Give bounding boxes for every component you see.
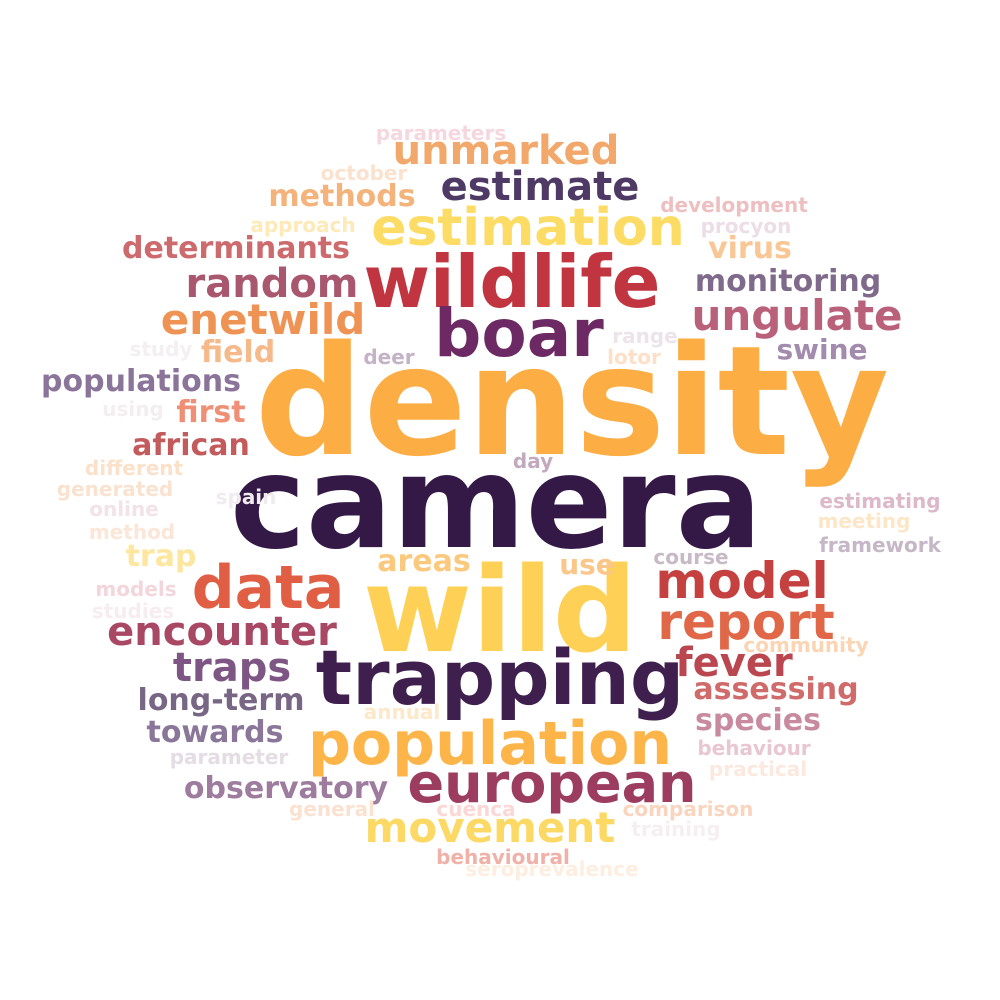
- word-ungulate: ungulate: [691, 291, 903, 340]
- word-lotor: lotor: [607, 345, 661, 369]
- word-enetwild: enetwild: [160, 295, 366, 344]
- word-field: field: [200, 335, 276, 370]
- word-seroprevalence: seroprevalence: [465, 857, 639, 881]
- word-species: species: [695, 703, 821, 738]
- word-encounter: encounter: [107, 609, 337, 655]
- word-first: first: [176, 395, 246, 430]
- word-behavioural: behavioural: [436, 845, 570, 869]
- word-spain: spain: [215, 485, 277, 509]
- word-models: models: [95, 577, 177, 601]
- word-determinants: determinants: [121, 231, 351, 266]
- word-framework: framework: [819, 533, 941, 557]
- word-general: general: [289, 797, 375, 821]
- word-trapping: trapping: [315, 633, 685, 722]
- word-study: study: [129, 337, 193, 361]
- word-unmarked: unmarked: [392, 128, 620, 174]
- word-trap: trap: [125, 539, 197, 574]
- word-comparison: comparison: [622, 797, 754, 821]
- word-training: training: [631, 817, 721, 841]
- word-boar: boar: [434, 295, 604, 372]
- word-using: using: [102, 397, 164, 421]
- word-african: african: [132, 428, 250, 463]
- word-meeting: meeting: [817, 509, 911, 533]
- word-parameters: parameters: [375, 121, 507, 145]
- word-random: random: [185, 261, 359, 307]
- word-traps: traps: [172, 645, 292, 691]
- word-report: report: [657, 593, 835, 651]
- word-online: online: [89, 497, 159, 521]
- word-generated: generated: [56, 477, 174, 501]
- word-october: october: [320, 161, 408, 185]
- word-course: course: [653, 545, 729, 569]
- word-use: use: [559, 548, 615, 581]
- word-approach: approach: [250, 213, 356, 237]
- word-assessing: assessing: [693, 672, 859, 707]
- word-deer: deer: [363, 345, 415, 369]
- word-wild: wild: [362, 541, 638, 679]
- word-cuenca: cuenca: [436, 797, 516, 821]
- word-practical: practical: [708, 757, 808, 781]
- word-estimate: estimate: [440, 164, 640, 210]
- word-monitoring: monitoring: [694, 264, 882, 299]
- word-different: different: [84, 456, 184, 480]
- word-data: data: [191, 553, 345, 623]
- word-parameter: parameter: [169, 745, 289, 769]
- word-annual: annual: [363, 700, 441, 724]
- word-range: range: [612, 324, 678, 348]
- word-density: density: [254, 313, 890, 490]
- word-camera: camera: [230, 429, 762, 578]
- word-development: development: [660, 193, 808, 217]
- word-day: day: [512, 449, 554, 473]
- word-studies: studies: [91, 599, 175, 623]
- word-method: method: [88, 520, 176, 544]
- word-populations: populations: [41, 364, 241, 399]
- word-model: model: [655, 552, 829, 610]
- word-european: european: [407, 752, 697, 815]
- word-estimating: estimating: [819, 489, 941, 513]
- word-population: population: [307, 709, 673, 779]
- word-behaviour: behaviour: [697, 736, 811, 760]
- word-wildlife: wildlife: [363, 240, 661, 324]
- word-areas: areas: [377, 544, 471, 579]
- word-estimation: estimation: [371, 198, 685, 258]
- word-swine: swine: [776, 333, 868, 366]
- word-observatory: observatory: [183, 771, 389, 806]
- word-methods: methods: [268, 179, 416, 214]
- word-fever: fever: [675, 640, 793, 686]
- word-movement: movement: [364, 803, 616, 852]
- word-community: community: [743, 633, 869, 657]
- word-towards: towards: [146, 715, 284, 750]
- word-virus: virus: [708, 231, 792, 266]
- word-procyon: procyon: [700, 214, 792, 238]
- word-long-term: long-term: [137, 683, 305, 718]
